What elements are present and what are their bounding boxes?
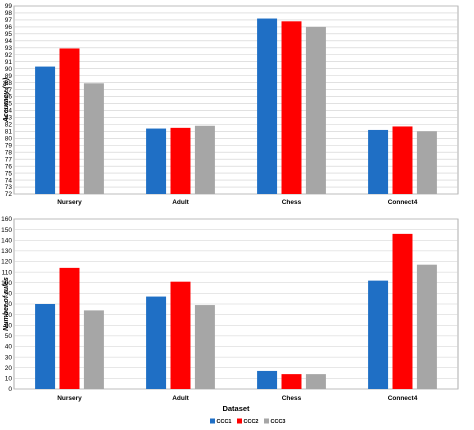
accuracy-y-tick-label: 80 bbox=[5, 135, 13, 142]
legend-swatch-ccc3 bbox=[264, 418, 269, 424]
rules-y-tick-label: 120 bbox=[1, 259, 12, 266]
accuracy-y-tick-label: 91 bbox=[5, 59, 13, 66]
accuracy-bar-ccc2-chess bbox=[281, 21, 302, 195]
rules-bar-ccc1-chess bbox=[257, 370, 278, 389]
accuracy-y-tick-label: 94 bbox=[5, 38, 13, 45]
accuracy-y-tick-label: 84 bbox=[5, 108, 13, 115]
accuracy-bar-ccc3-connect4 bbox=[416, 131, 437, 194]
rules-chart: 0 10 20 30 40 50 60 70 80 90 100 110 120 130 140 150 160… bbox=[1, 216, 459, 413]
rules-category-label: Nursery bbox=[57, 395, 82, 402]
rules-bar-ccc3-nursery bbox=[83, 310, 104, 389]
accuracy-bar-ccc2-nursery bbox=[59, 48, 80, 194]
accuracy-y-tick-label: 75 bbox=[5, 170, 13, 177]
rules-y-tick-label: 40 bbox=[5, 344, 13, 351]
rules-bar-ccc1-connect4 bbox=[368, 280, 389, 389]
accuracy-y-tick-label: 73 bbox=[5, 184, 13, 191]
rules-y-tick-label: 0 bbox=[8, 386, 12, 393]
accuracy-y-tick-label: 74 bbox=[5, 177, 13, 184]
rules-bar-ccc2-connect4 bbox=[392, 233, 413, 389]
accuracy-y-tick-label: 79 bbox=[5, 142, 13, 149]
accuracy-bar-ccc1-chess bbox=[257, 18, 278, 195]
rules-y-tick-label: 160 bbox=[1, 216, 12, 223]
rules-y-tick-label: 60 bbox=[5, 322, 13, 329]
rules-category-label: Connect4 bbox=[388, 395, 418, 402]
accuracy-y-tick-label: 95 bbox=[5, 31, 13, 38]
rules-y-axis-label: Number of rules bbox=[3, 277, 10, 331]
accuracy-category-label: Nursery bbox=[57, 199, 82, 206]
accuracy-y-tick-label: 81 bbox=[5, 129, 13, 136]
accuracy-plot-area bbox=[13, 5, 459, 195]
accuracy-y-tick-label: 83 bbox=[5, 115, 13, 122]
rules-category-label: Chess bbox=[282, 395, 302, 402]
rules-x-axis-label: Dataset bbox=[222, 404, 250, 413]
rules-bar-ccc2-adult bbox=[170, 281, 191, 389]
legend: CCC1 CCC2 CCC3 bbox=[210, 418, 286, 425]
accuracy-y-tick-label: 93 bbox=[5, 45, 13, 52]
accuracy-y-tick-label: 99 bbox=[5, 3, 13, 10]
accuracy-category-label: Chess bbox=[282, 199, 302, 206]
rules-y-tick-label: 10 bbox=[5, 376, 13, 383]
rules-bar-ccc1-nursery bbox=[35, 304, 56, 389]
rules-y-tick-label: 150 bbox=[1, 227, 12, 234]
legend-label-ccc1: CCC1 bbox=[217, 419, 232, 425]
rules-y-tick-label: 110 bbox=[2, 269, 13, 276]
rules-y-tick-label: 50 bbox=[5, 333, 13, 340]
rules-y-tick-label: 140 bbox=[1, 237, 12, 244]
accuracy-y-tick-label: 76 bbox=[5, 163, 13, 170]
accuracy-bar-ccc1-adult bbox=[146, 128, 167, 194]
rules-y-tick-label: 70 bbox=[5, 312, 13, 319]
accuracy-y-axis-label: Accuracy (%) bbox=[3, 77, 10, 123]
rules-y-tick-label: 130 bbox=[1, 248, 12, 255]
rules-category-label: Adult bbox=[172, 395, 189, 402]
accuracy-bar-ccc2-adult bbox=[170, 127, 191, 194]
accuracy-y-tick-label: 86 bbox=[5, 94, 13, 101]
accuracy-y-tick-label: 97 bbox=[5, 17, 13, 24]
legend-swatch-ccc1 bbox=[210, 418, 215, 424]
accuracy-bar-ccc3-nursery bbox=[83, 83, 104, 194]
accuracy-y-tick-label: 82 bbox=[5, 122, 13, 129]
accuracy-y-tick-label: 96 bbox=[5, 24, 13, 31]
accuracy-category-label: Adult bbox=[172, 199, 189, 206]
accuracy-y-tick-label: 87 bbox=[5, 87, 13, 94]
rules-bar-ccc3-chess bbox=[305, 374, 326, 389]
rules-bar-ccc3-connect4 bbox=[416, 264, 437, 389]
rules-bar-ccc3-adult bbox=[194, 305, 215, 389]
accuracy-y-tick-label: 78 bbox=[5, 149, 13, 156]
accuracy-bar-ccc2-connect4 bbox=[392, 126, 413, 194]
legend-label-ccc3: CCC3 bbox=[271, 419, 286, 425]
rules-bar-ccc2-nursery bbox=[59, 267, 80, 389]
accuracy-bar-ccc1-connect4 bbox=[368, 129, 389, 194]
accuracy-category-label: Connect4 bbox=[388, 199, 418, 206]
accuracy-y-tick-label: 92 bbox=[5, 52, 13, 59]
rules-y-tick-label: 100 bbox=[1, 280, 12, 287]
legend-swatch-ccc2 bbox=[237, 418, 242, 424]
legend-label-ccc2: CCC2 bbox=[244, 419, 259, 425]
rules-bar-ccc1-adult bbox=[146, 296, 167, 389]
rules-y-tick-label: 30 bbox=[5, 354, 13, 361]
accuracy-y-tick-label: 89 bbox=[5, 73, 13, 80]
rules-y-tick-label: 80 bbox=[5, 301, 13, 308]
accuracy-y-tick-label: 77 bbox=[5, 156, 13, 163]
accuracy-bar-ccc3-chess bbox=[305, 26, 326, 195]
accuracy-y-tick-label: 98 bbox=[5, 10, 13, 17]
accuracy-chart: 7273747576777879808182838485868788899091… bbox=[3, 3, 459, 206]
accuracy-y-tick-label: 85 bbox=[5, 101, 13, 108]
rules-bar-ccc2-chess bbox=[281, 374, 302, 389]
accuracy-y-tick-label: 90 bbox=[5, 66, 13, 73]
rules-y-tick-label: 20 bbox=[5, 365, 13, 372]
accuracy-bar-ccc1-nursery bbox=[35, 66, 56, 194]
accuracy-y-tick-label: 72 bbox=[5, 191, 13, 198]
accuracy-bar-ccc3-adult bbox=[194, 125, 215, 194]
accuracy-y-tick-label: 88 bbox=[5, 80, 13, 87]
rules-y-tick-label: 90 bbox=[5, 291, 13, 298]
